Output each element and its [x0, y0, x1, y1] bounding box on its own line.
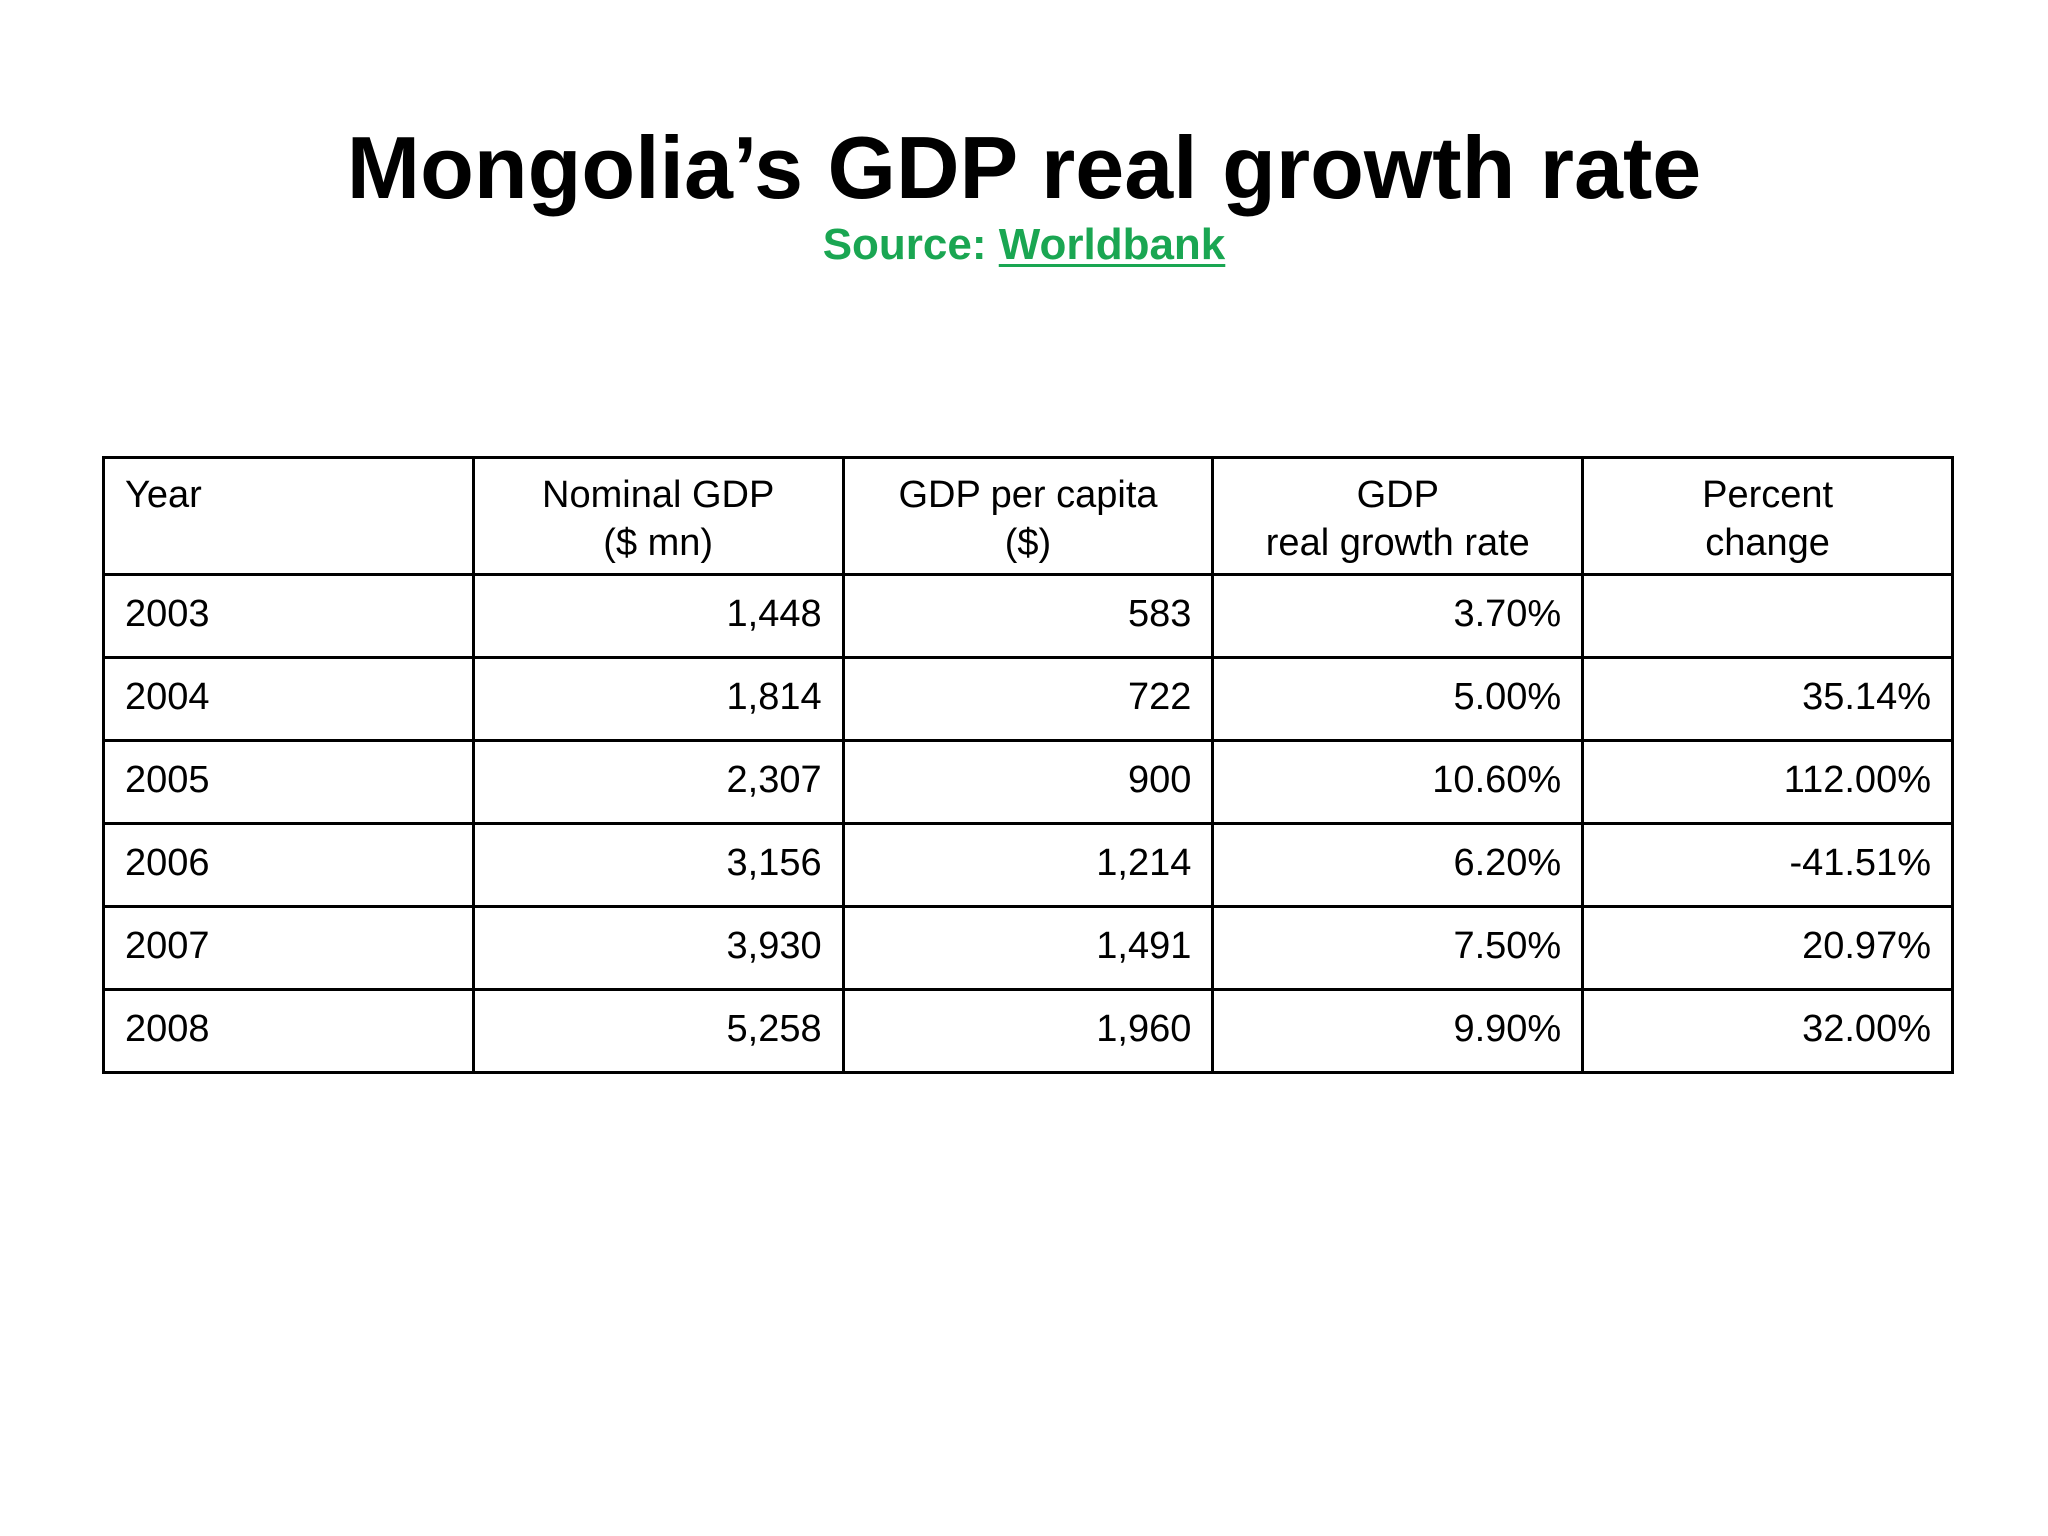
header-percent-change-line1: Percent — [1702, 474, 1834, 516]
cell-year: 2006 — [102, 822, 475, 908]
worldbank-link[interactable]: Worldbank — [998, 220, 1226, 269]
cell-percent-change — [1581, 573, 1954, 659]
cell-year: 2003 — [102, 573, 475, 659]
header-row: Year Nominal GDP ($ mn) GDP per capita ($)… — [102, 456, 1954, 576]
header-nominal-gdp-line1: Nominal GDP — [542, 474, 775, 516]
table-row: 2004 1,814 722 5.00% 35.14% — [102, 656, 1954, 742]
cell-year: 2005 — [102, 739, 475, 825]
cell-percent-change: 32.00% — [1581, 988, 1954, 1074]
source-prefix: Source: — [822, 220, 999, 269]
header-percent-change: Percent change — [1581, 456, 1954, 576]
header-percent-change-line2: change — [1705, 522, 1830, 564]
cell-nominal-gdp: 1,448 — [471, 573, 845, 659]
header-real-growth-rate-line2: real growth rate — [1265, 522, 1530, 564]
cell-year: 2008 — [102, 988, 475, 1074]
cell-gdp-per-capita: 900 — [841, 739, 1215, 825]
cell-gdp-per-capita: 1,491 — [841, 905, 1215, 991]
cell-real-growth-rate: 5.00% — [1211, 656, 1585, 742]
cell-percent-change: 112.00% — [1581, 739, 1954, 825]
cell-gdp-per-capita: 1,214 — [841, 822, 1215, 908]
table-row: 2007 3,930 1,491 7.50% 20.97% — [102, 905, 1954, 991]
header-nominal-gdp: Nominal GDP ($ mn) — [471, 456, 845, 576]
cell-gdp-per-capita: 583 — [841, 573, 1215, 659]
cell-gdp-per-capita: 722 — [841, 656, 1215, 742]
cell-real-growth-rate: 9.90% — [1211, 988, 1585, 1074]
gdp-table: Year Nominal GDP ($ mn) GDP per capita ($)… — [102, 456, 1954, 1074]
table-row: 2003 1,448 583 3.70% — [102, 573, 1954, 659]
cell-percent-change: 20.97% — [1581, 905, 1954, 991]
table-row: 2008 5,258 1,960 9.90% 32.00% — [102, 988, 1954, 1074]
cell-percent-change: -41.51% — [1581, 822, 1954, 908]
header-nominal-gdp-line2: ($ mn) — [603, 522, 714, 564]
cell-gdp-per-capita: 1,960 — [841, 988, 1215, 1074]
cell-real-growth-rate: 3.70% — [1211, 573, 1585, 659]
header-real-growth-rate: GDP real growth rate — [1211, 456, 1585, 576]
cell-nominal-gdp: 3,930 — [471, 905, 845, 991]
header-real-growth-rate-line1: GDP — [1356, 474, 1439, 516]
table-row: 2005 2,307 900 10.60% 112.00% — [102, 739, 1954, 825]
cell-nominal-gdp: 5,258 — [471, 988, 845, 1074]
cell-real-growth-rate: 6.20% — [1211, 822, 1585, 908]
cell-real-growth-rate: 10.60% — [1211, 739, 1585, 825]
header-gdp-per-capita-line1: GDP per capita — [898, 474, 1158, 516]
page-title: Mongolia’s GDP real growth rate — [346, 118, 1702, 217]
header-year-line1: Year — [125, 474, 202, 516]
header-year: Year — [102, 456, 475, 576]
header-gdp-per-capita: GDP per capita ($) — [841, 456, 1215, 576]
cell-year: 2004 — [102, 656, 475, 742]
cell-nominal-gdp: 3,156 — [471, 822, 845, 908]
cell-nominal-gdp: 1,814 — [471, 656, 845, 742]
cell-nominal-gdp: 2,307 — [471, 739, 845, 825]
cell-real-growth-rate: 7.50% — [1211, 905, 1585, 991]
cell-year: 2007 — [102, 905, 475, 991]
table-row: 2006 3,156 1,214 6.20% -41.51% — [102, 822, 1954, 908]
source-line: Source: Worldbank — [0, 218, 2048, 272]
header-gdp-per-capita-line2: ($) — [1004, 522, 1052, 564]
cell-percent-change: 35.14% — [1581, 656, 1954, 742]
